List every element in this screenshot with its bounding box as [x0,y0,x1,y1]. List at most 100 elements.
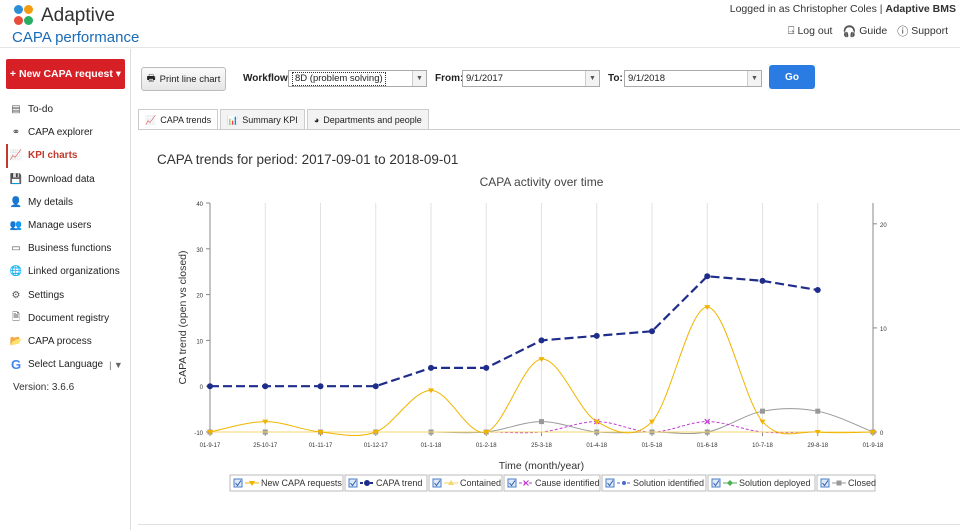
logo[interactable]: Adaptive [12,4,115,28]
to-date-value: 9/1/2018 [628,73,665,84]
y-tick-label-left: 30 [196,248,203,254]
sidebar-item-capa-process[interactable]: 📂 CAPA process [6,330,128,353]
data-point [372,383,379,390]
legend-checkbox [507,478,517,488]
x-tick-label: 25-3-18 [531,443,552,449]
legend-label: Solution identified [633,478,704,488]
x-tick-label: 01-11-17 [309,443,333,449]
legend-checkbox [432,478,442,488]
functions-icon: ▭ [11,243,21,255]
capa-activity-chart: CAPA activity over time -10 0 10 20 30 40 0 10 20… [177,175,900,492]
check-icon [434,480,441,487]
to-label: To: [608,73,623,84]
chevron-down-icon: ▼ [585,71,599,86]
logged-in-user: Logged in as Christopher Coles | [729,3,886,15]
sidebar-item-business-functions[interactable]: ▭ Business functions [6,237,128,260]
document-icon: ▤ [11,104,21,116]
bar-chart-icon: 📊 [227,114,239,125]
printer-icon: 🖶 [146,73,156,84]
go-button[interactable]: Go [769,65,815,89]
check-icon [350,480,357,487]
chart-tabs: 📈 CAPA trends 📊 Summary KPI ◕ Departments and… [138,109,431,130]
headset-icon: 🎧 [842,25,857,38]
legend-item-border [601,474,707,492]
logged-in-org: Adaptive BMS [885,3,956,15]
data-point [759,277,766,284]
data-point [262,383,269,390]
header: Adaptive CAPA performance Logged in as C… [0,0,960,48]
x-tick-label: 01-1-18 [421,443,442,449]
data-point [538,337,545,344]
legend-label: New CAPA requests [261,478,342,488]
data-point [815,408,821,414]
pie-chart-icon: ◕ [313,115,320,125]
logged-in-info: Logged in as Christopher Coles | Adaptiv… [730,3,956,15]
from-date-value: 9/1/2017 [466,73,503,84]
support-link[interactable]: ⓘ Support [897,25,948,38]
data-point [317,430,324,435]
sidebar-item-todo[interactable]: ▤ To-do [6,98,128,121]
chevron-down-icon: | ▼ [109,359,123,370]
data-point [759,419,766,425]
workflow-label: Workflow: [243,73,292,84]
tab-label: Summary KPI [242,115,298,125]
sidebar-item-manage-users[interactable]: 👥 Manage users [6,214,128,237]
data-point [483,430,490,435]
sidebar-item-select-language[interactable]: G Select Language | ▼ [6,353,128,376]
data-point [428,388,434,394]
data-point [622,481,626,485]
new-capa-request-button[interactable]: + New CAPA request ▾ [6,59,125,89]
tab-summary-kpi[interactable]: 📊 Summary KPI [220,109,305,130]
sidebar-item-kpi-charts[interactable]: 📈 KPI charts [6,144,128,168]
users-icon: 👥 [9,220,23,232]
data-point [428,364,434,371]
print-line-chart-button[interactable]: 🖶 Print line chart [141,67,226,91]
legend-checkbox [348,478,358,488]
sidebar-item-linked-organizations[interactable]: 🌐 Linked organizations [6,260,128,283]
legend-checkbox [233,478,243,488]
data-point [207,430,213,435]
y-tick-label-left: 10 [196,339,203,345]
sidebar-item-label: To-do [28,104,54,116]
period-title: CAPA trends for period: 2017-09-01 to 20… [157,152,459,167]
sidebar-item-document-registry[interactable]: 🗎 Document registry [6,307,128,330]
data-point [870,430,876,435]
x-tick-label: 01-4-18 [586,443,607,449]
sidebar-item-download-data[interactable]: 💾 Download data [6,168,128,191]
workflow-select[interactable]: 8D (problem solving) ▼ [288,70,427,87]
line-chart-icon: 📈 [145,114,157,125]
logout-link[interactable]: ⍈ Log out [787,24,833,38]
sidebar-item-label: CAPA process [28,335,92,347]
data-point [448,480,454,485]
help-icon: ⓘ [897,26,909,38]
y-tick-label-left: -10 [194,431,203,437]
tab-departments-people[interactable]: ◕ Departments and people [306,109,429,130]
registry-icon: 🗎 [11,311,21,323]
data-point [649,419,655,425]
y-axis-label-left: CAPA trend (open vs closed) [177,250,189,384]
data-point [317,383,324,390]
page-subtitle: CAPA performance [12,29,140,46]
tab-capa-trends[interactable]: 📈 CAPA trends [138,109,219,130]
sidebar-item-label: Settings [28,289,65,301]
sidebar-item-my-details[interactable]: 👤 My details [6,191,128,214]
data-point [704,418,711,425]
sidebar-item-settings[interactable]: ⚙ Settings [6,284,128,307]
legend-checkbox [820,478,830,488]
y-tick-label-right: 20 [880,223,887,229]
data-point [483,364,490,371]
chevron-down-icon: ▼ [412,71,426,86]
line-chart-icon: 📈 [9,150,23,162]
guide-link[interactable]: 🎧 Guide [842,25,888,38]
series-line-capa-trend [210,275,818,388]
legend-checkbox [711,478,721,488]
tab-divider [138,129,960,130]
sidebar-item-label: CAPA explorer [28,127,93,139]
to-date-select[interactable]: 9/1/2018 ▼ [624,70,762,87]
from-date-select[interactable]: 9/1/2017 ▼ [462,70,600,87]
x-tick-label: 25-10-17 [253,443,278,449]
sidebar-item-capa-explorer[interactable]: ⚭ CAPA explorer [6,121,128,144]
brand-name: Adaptive [41,5,115,26]
data-point [372,430,379,435]
data-point [539,419,544,425]
